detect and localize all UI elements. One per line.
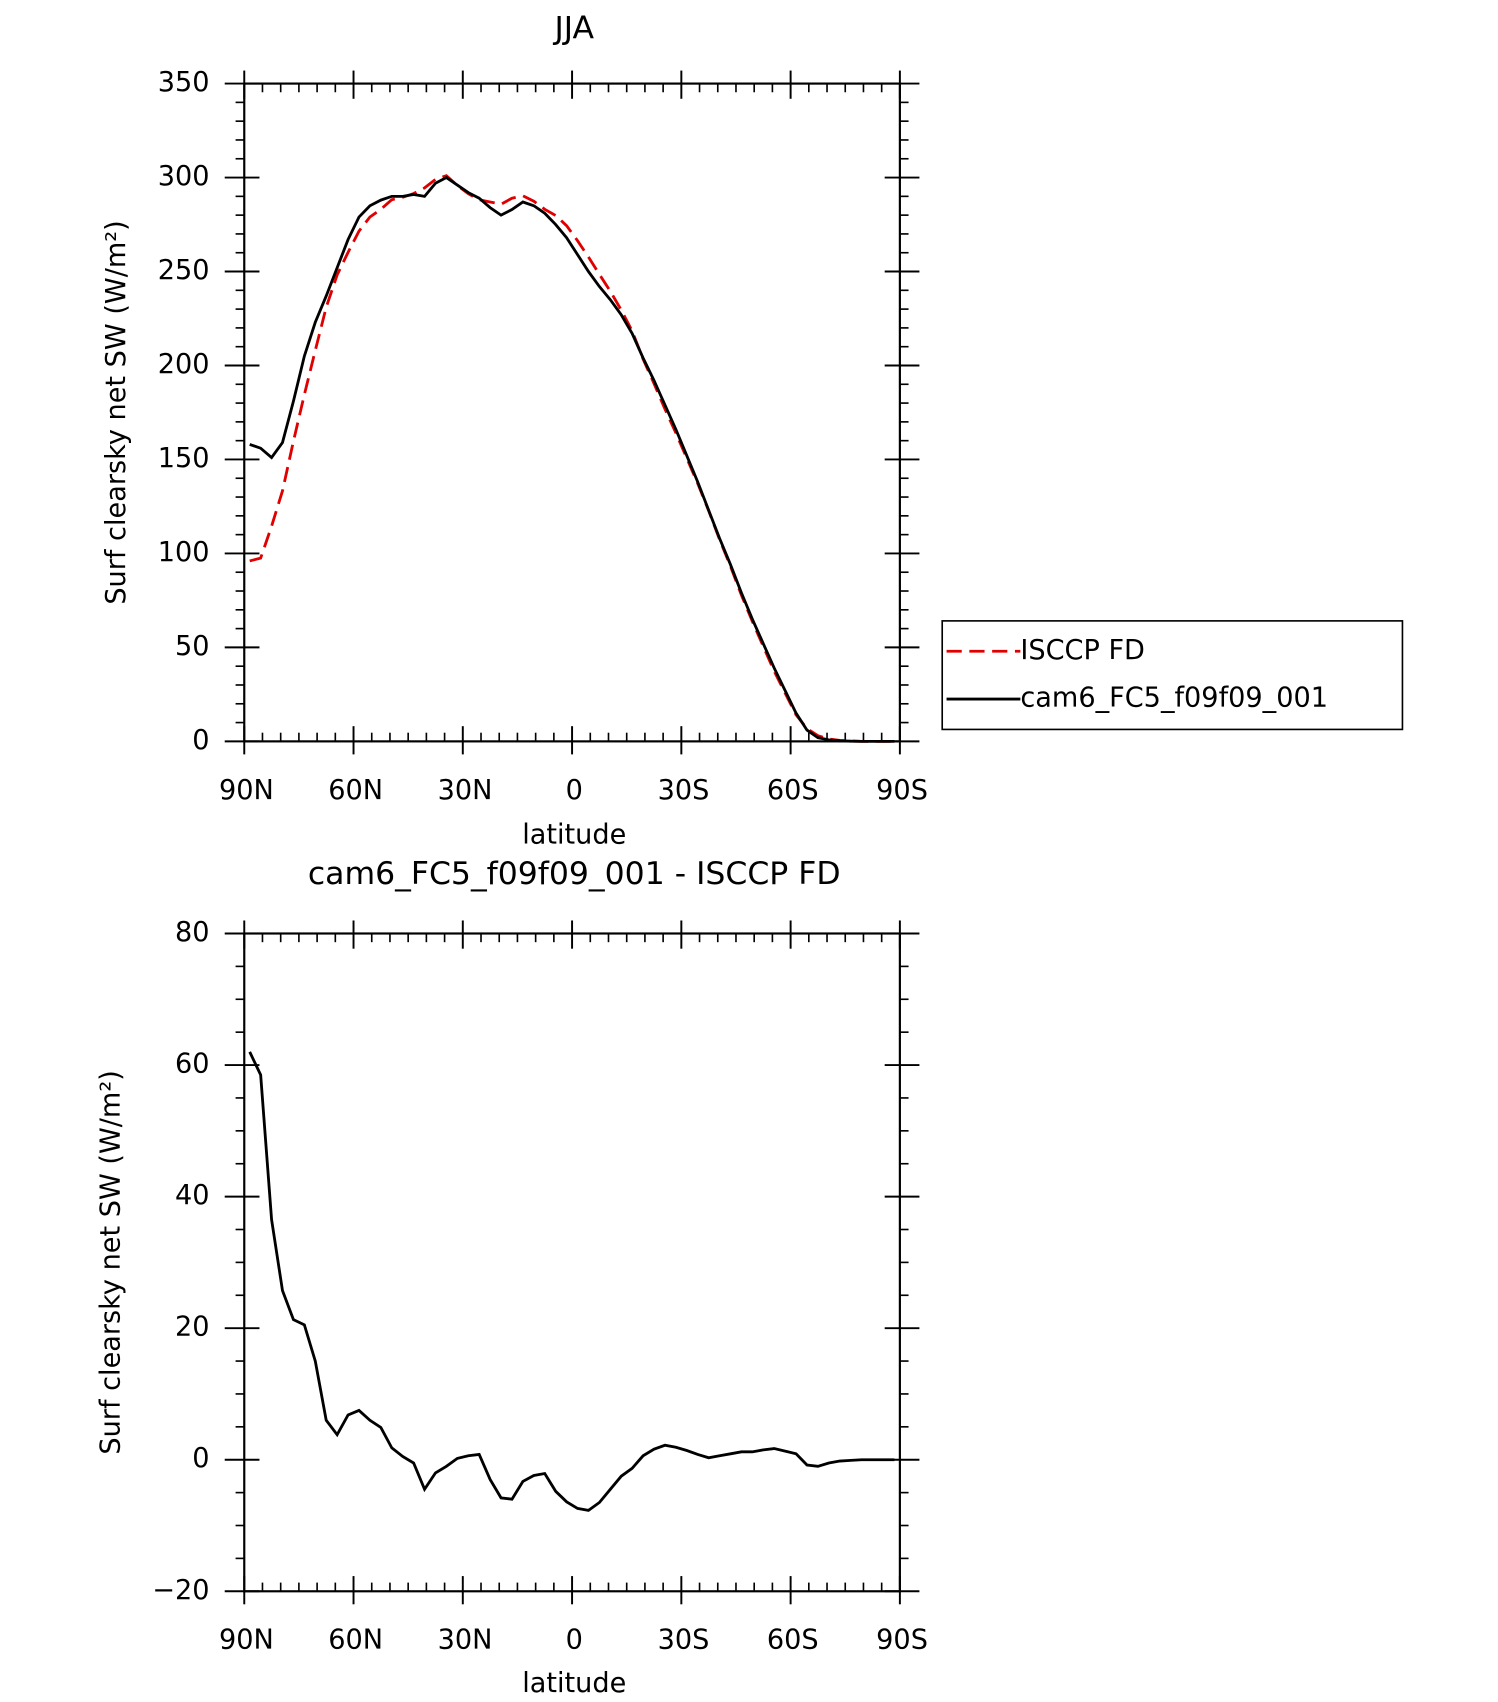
x-tick-label: 0 bbox=[566, 1625, 583, 1656]
y-tick-label: 50 bbox=[175, 631, 210, 662]
x-tick-label: 30S bbox=[658, 775, 710, 806]
y-tick-label: 0 bbox=[192, 1443, 209, 1474]
y-tick-label: 350 bbox=[158, 67, 210, 98]
legend-box bbox=[941, 620, 1404, 731]
x-tick-label: 90N bbox=[219, 1625, 274, 1656]
x-axis-label: latitude bbox=[522, 819, 626, 850]
y-tick-label: −20 bbox=[152, 1575, 209, 1606]
x-tick-label: 30N bbox=[438, 775, 493, 806]
y-tick-label: 80 bbox=[175, 917, 210, 948]
x-tick-label: 30S bbox=[658, 1625, 710, 1656]
chart-title: JJA bbox=[552, 10, 594, 46]
plot-frame bbox=[243, 932, 901, 1593]
x-tick-label: 0 bbox=[566, 775, 583, 806]
y-tick-label: 100 bbox=[158, 537, 210, 568]
x-tick-label: 90N bbox=[219, 775, 274, 806]
y-tick-label: 40 bbox=[175, 1180, 210, 1211]
x-axis-label: latitude bbox=[522, 1668, 626, 1699]
legend-label: ISCCP FD bbox=[1020, 635, 1145, 666]
y-tick-label: 150 bbox=[158, 443, 210, 474]
line-series bbox=[248, 1051, 895, 1512]
plot-frame bbox=[243, 82, 901, 743]
y-tick-label: 300 bbox=[158, 161, 210, 192]
x-tick-label: 60S bbox=[767, 1625, 819, 1656]
x-tick-label: 60N bbox=[328, 1625, 383, 1656]
y-tick-label: 250 bbox=[158, 255, 210, 286]
x-tick-label: 60N bbox=[328, 775, 383, 806]
y-tick-label: 200 bbox=[158, 349, 210, 380]
y-tick-label: 20 bbox=[175, 1312, 210, 1343]
x-tick-label: 30N bbox=[438, 1625, 493, 1656]
x-tick-label: 90S bbox=[876, 1625, 928, 1656]
legend-label: cam6_FC5_f09f09_001 bbox=[1020, 683, 1328, 714]
chart-title: cam6_FC5_f09f09_001 - ISCCP FD bbox=[308, 856, 841, 892]
line-series bbox=[249, 174, 895, 743]
line-series bbox=[249, 175, 895, 743]
y-axis-label: Surf clearsky net SW (W/m²) bbox=[95, 1070, 126, 1454]
y-tick-label: 60 bbox=[175, 1049, 210, 1080]
x-tick-label: 60S bbox=[767, 775, 819, 806]
y-axis-label: Surf clearsky net SW (W/m²) bbox=[101, 220, 132, 604]
x-tick-label: 90S bbox=[876, 775, 928, 806]
y-tick-label: 0 bbox=[192, 725, 209, 756]
